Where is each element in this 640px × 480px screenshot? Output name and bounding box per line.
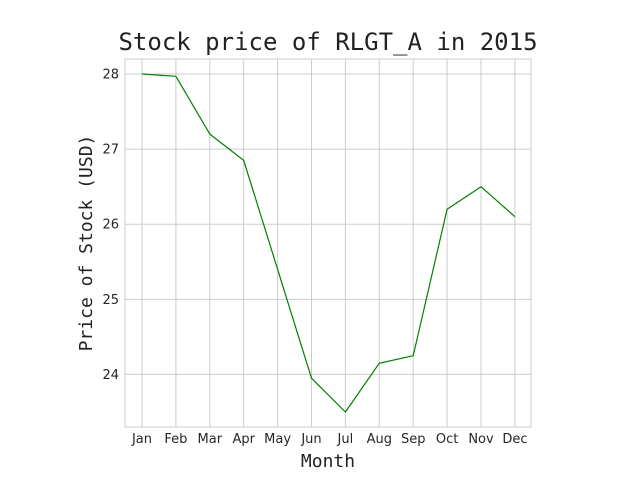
y-tick-label: 27 <box>102 143 119 158</box>
x-tick-label: May <box>264 432 291 447</box>
chart-title: Stock price of RLGT_A in 2015 <box>118 28 537 56</box>
x-tick-label: Feb <box>164 432 187 447</box>
grid <box>125 59 531 427</box>
series-layer <box>141 73 516 413</box>
x-tick-label: Mar <box>198 432 223 447</box>
y-tick-label: 24 <box>102 368 119 383</box>
x-axis-title: Month <box>301 451 355 472</box>
x-tick-label: Jul <box>337 432 354 447</box>
series-line <box>141 73 516 413</box>
y-tick-labels: 24 25 26 27 28 <box>102 68 119 383</box>
y-tick-label: 26 <box>102 218 119 233</box>
x-tick-label: Apr <box>232 432 255 447</box>
y-axis-title: Price of Stock (USD) <box>76 135 97 352</box>
x-tick-label: Aug <box>367 432 392 447</box>
x-tick-label: Oct <box>436 432 458 447</box>
x-tick-label: Sep <box>401 432 426 447</box>
plot-frame <box>124 58 532 428</box>
x-tick-labels: Jan Feb Mar Apr May Jun Jul Aug Sep Oct Nov Dec <box>131 432 528 447</box>
x-tick-label: Nov <box>468 432 494 447</box>
y-tick-label: 28 <box>102 68 119 83</box>
x-tick-label: Jan <box>131 432 152 447</box>
y-tick-label: 25 <box>102 293 119 308</box>
x-tick-label: Dec <box>502 432 527 447</box>
x-tick-label: Jun <box>300 432 321 447</box>
